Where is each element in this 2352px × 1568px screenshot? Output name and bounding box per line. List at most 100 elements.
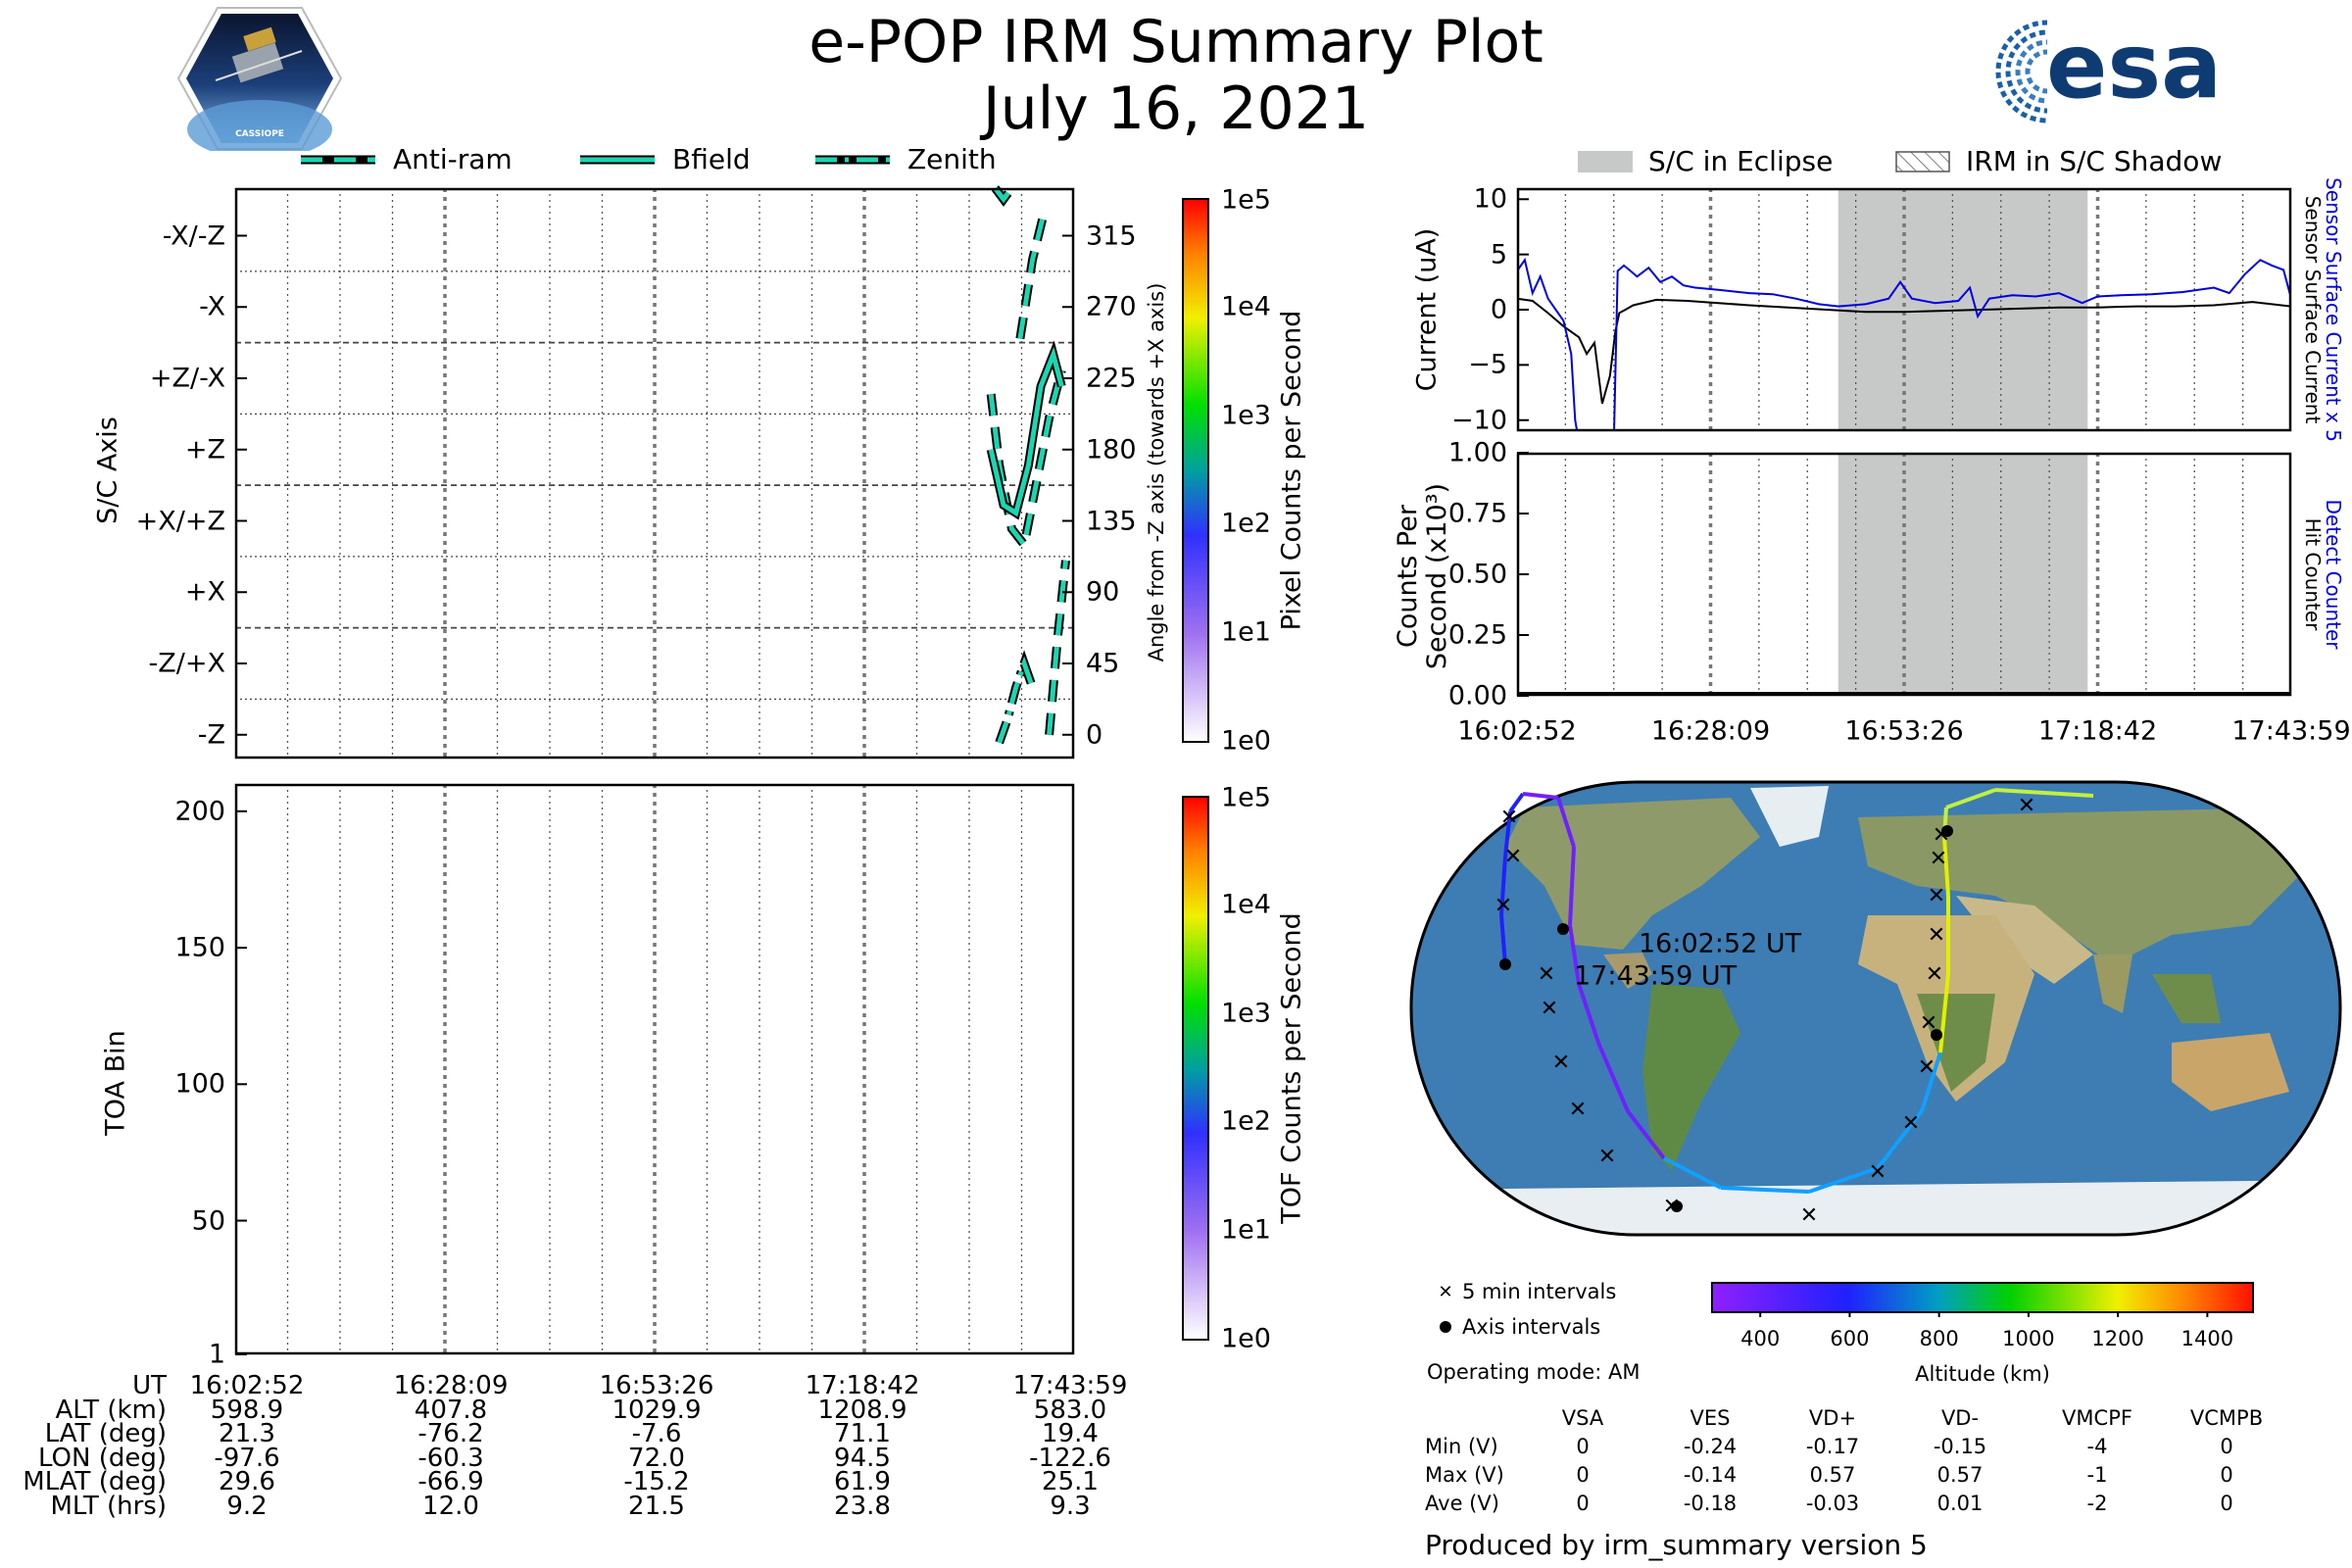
altitude-tick-label: 600 bbox=[1830, 1327, 1870, 1350]
track-segment bbox=[1568, 924, 1581, 985]
time-axis-label: 16:28:09 bbox=[1650, 715, 1771, 747]
voltage-cell: 0 bbox=[1576, 1492, 1590, 1515]
ephemeris-cell: -122.6 bbox=[1029, 1443, 1111, 1473]
voltage-cell: -0.18 bbox=[1683, 1492, 1738, 1515]
tof-colorbar-tick: 1e5 bbox=[1221, 782, 1271, 813]
sc-angle-label: 225 bbox=[1086, 363, 1137, 394]
five-min-marker: ✕ bbox=[1538, 962, 1555, 987]
five-min-marker: ✕ bbox=[1494, 894, 1512, 918]
ephemeris-cell: 16:53:26 bbox=[599, 1371, 714, 1400]
pixel-colorbar bbox=[1182, 198, 1209, 743]
track-segment bbox=[1920, 1052, 1942, 1112]
sc-axis-frame bbox=[234, 187, 1075, 760]
voltage-cell: -0.24 bbox=[1683, 1435, 1738, 1458]
tof-colorbar-tick: 1e3 bbox=[1221, 998, 1271, 1029]
time-axis-label: 16:02:52 bbox=[1457, 715, 1577, 747]
five-min-marker: ✕ bbox=[1928, 884, 1945, 908]
current-right-label-black: Sensor Surface Current bbox=[2301, 195, 2325, 424]
cassiope-logo: CASSIOPE bbox=[176, 6, 343, 159]
current-tick-label: 10 bbox=[1473, 183, 1507, 215]
ephemeris-cell: 25.1 bbox=[1042, 1467, 1099, 1496]
five-min-marker: ✕ bbox=[1920, 1011, 1937, 1036]
current-tick-label: 0 bbox=[1490, 294, 1507, 325]
ephemeris-cell: 598.9 bbox=[210, 1395, 284, 1425]
voltage-cell: 0 bbox=[2220, 1492, 2233, 1515]
map-start-label: 16:02:52 UT bbox=[1639, 928, 1802, 959]
tof-colorbar bbox=[1182, 796, 1209, 1341]
pixel-colorbar-tick: 1e0 bbox=[1221, 725, 1271, 757]
track-segment bbox=[1522, 792, 1559, 800]
counts-ylabel-line1: Counts Per bbox=[1393, 505, 1423, 648]
track-segment bbox=[1938, 973, 1950, 1054]
ephemeris-cell: 61.9 bbox=[834, 1467, 891, 1496]
five-min-marker: ✕ bbox=[1500, 806, 1518, 830]
legend-axis-label: Axis intervals bbox=[1462, 1315, 1601, 1339]
ephemeris-cell: 29.6 bbox=[219, 1467, 275, 1496]
legend-label-bfield: Bfield bbox=[672, 143, 751, 175]
legend-5min: ✕ 5 min intervals bbox=[1429, 1280, 1616, 1303]
pixel-colorbar-tick: 1e5 bbox=[1221, 184, 1271, 216]
track-segment bbox=[1942, 836, 1950, 897]
toa-frame bbox=[234, 783, 1075, 1355]
map-background bbox=[1411, 782, 2340, 1235]
current-tick-label: −5 bbox=[1468, 349, 1507, 380]
track-segment bbox=[1556, 797, 1576, 848]
voltage-cell: -0.14 bbox=[1683, 1463, 1738, 1487]
current-tick-label: 5 bbox=[1490, 239, 1507, 270]
sc-axis-label: +X/+Z bbox=[135, 506, 225, 536]
altitude-tick-label: 400 bbox=[1740, 1327, 1781, 1350]
ephemeris-cell: -15.2 bbox=[623, 1467, 690, 1496]
ephemeris-cell: -7.6 bbox=[631, 1419, 682, 1448]
esa-logo-text: esa bbox=[2046, 14, 2223, 119]
ephemeris-cell: 1208.9 bbox=[817, 1395, 907, 1425]
toa-bin-chart bbox=[234, 783, 1075, 1355]
tof-colorbar-tick: 1e0 bbox=[1221, 1323, 1271, 1354]
voltage-row-label: Ave (V) bbox=[1425, 1492, 1499, 1515]
five-min-marker: ✕ bbox=[1918, 1055, 1936, 1080]
voltage-row-label: Max (V) bbox=[1425, 1463, 1504, 1487]
ephemeris-row-label: LAT (deg) bbox=[44, 1419, 167, 1448]
five-min-marker: ✕ bbox=[1930, 847, 1947, 871]
ephemeris-cell: -76.2 bbox=[417, 1419, 484, 1448]
track-segment bbox=[1568, 846, 1576, 926]
axis-interval-marker bbox=[1671, 1200, 1683, 1212]
five-min-marker: ✕ bbox=[1928, 923, 1945, 948]
ground-track-map: ✕✕✕✕✕✕✕✕✕✕✕✕✕✕✕✕✕✕✕✕ bbox=[1409, 780, 2342, 1237]
sc-angle-label: 315 bbox=[1086, 220, 1137, 251]
voltage-cell: 0 bbox=[1576, 1463, 1590, 1487]
voltage-cell: -0.03 bbox=[1805, 1492, 1860, 1515]
sc-axis-label: +Z/-X bbox=[149, 363, 225, 394]
axis-interval-marker bbox=[1557, 923, 1569, 935]
voltage-header: VD+ bbox=[1808, 1406, 1857, 1430]
eclipse-region bbox=[1838, 453, 2088, 696]
footer-version: Produced by irm_summary version 5 bbox=[1425, 1529, 1928, 1561]
ephemeris-cell: 21.5 bbox=[628, 1491, 685, 1521]
ephemeris-cell: 17:43:59 bbox=[1012, 1371, 1128, 1400]
ephemeris-table bbox=[0, 1368, 1176, 1564]
counts-right-label-blue: Detect Counter bbox=[2322, 499, 2345, 650]
altitude-tick-label: 1200 bbox=[2091, 1327, 2144, 1350]
axis-interval-marker bbox=[1931, 1029, 1942, 1041]
legend-item-eclipse: S/C in Eclipse bbox=[1578, 145, 1833, 177]
esa-logo: esa bbox=[1993, 18, 2222, 129]
ephemeris-cell: 1029.9 bbox=[612, 1395, 702, 1425]
sc-axis-label: -X bbox=[199, 291, 225, 322]
legend-item-shadow: IRM in S/C Shadow bbox=[1895, 145, 2222, 177]
voltage-header: VSA bbox=[1561, 1406, 1604, 1430]
sensor-current-x5-line bbox=[1517, 257, 2291, 431]
cassiope-logo-text: CASSIOPE bbox=[235, 129, 284, 139]
dot-icon bbox=[1429, 1315, 1462, 1339]
track-segment bbox=[1720, 1186, 1810, 1194]
ephemeris-cell: 12.0 bbox=[422, 1491, 479, 1521]
voltage-cell: 0 bbox=[1576, 1435, 1590, 1458]
tof-colorbar-label: TOF Counts per Second bbox=[1276, 912, 1307, 1224]
sc-angle-label: 270 bbox=[1086, 291, 1137, 322]
map-end-label: 17:43:59 UT bbox=[1574, 960, 1738, 992]
sc-angle-label: 45 bbox=[1086, 648, 1120, 679]
ephemeris-cell: 72.0 bbox=[628, 1443, 685, 1473]
ephemeris-cell: -66.9 bbox=[417, 1467, 484, 1496]
sc-axis-chart bbox=[234, 185, 1075, 760]
pixel-colorbar-label: Pixel Counts per Second bbox=[1276, 310, 1307, 631]
toa-tick-label: 50 bbox=[191, 1205, 225, 1237]
ephemeris-cell: 17:18:42 bbox=[805, 1371, 920, 1400]
